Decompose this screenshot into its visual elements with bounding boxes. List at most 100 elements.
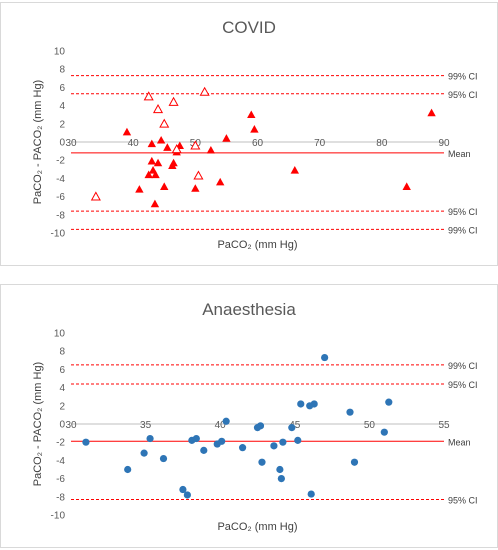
- x-tick-label: 40: [215, 420, 227, 431]
- data-point: [222, 134, 231, 142]
- data-point: [218, 437, 226, 445]
- data-point: [122, 127, 132, 136]
- data-point: [321, 353, 329, 362]
- data-point: [169, 158, 178, 167]
- data-point: [163, 143, 172, 151]
- data-point-open: [190, 140, 201, 150]
- y-tick-label: 2: [59, 119, 65, 130]
- data-point: [183, 491, 191, 499]
- x-axis-label: PaCO₂ (mm Hg): [217, 521, 297, 533]
- data-point: [216, 177, 225, 186]
- y-tick-label: 10: [54, 329, 66, 340]
- data-point: [82, 438, 90, 446]
- data-point: [206, 145, 216, 154]
- reference-line-label: 99% CI: [448, 72, 478, 82]
- data-point: [276, 465, 284, 474]
- data-point: [247, 110, 256, 119]
- x-tick-label: 45: [289, 420, 301, 431]
- data-point: [402, 182, 411, 190]
- data-point: [222, 417, 230, 425]
- data-point: [179, 485, 187, 494]
- anaesthesia-chart: Anaesthesia -10 -8 -6 -4 -2 0 2 4 6 8 10 30 35 40 45 50…: [32, 300, 478, 533]
- y-tick-label: -4: [56, 456, 65, 467]
- x-tick-label: 30: [65, 420, 77, 431]
- x-tick-label: 30: [65, 138, 77, 149]
- data-point: [346, 408, 354, 416]
- y-tick-label: -6: [56, 192, 65, 203]
- data-point-open: [168, 96, 179, 106]
- data-point: [146, 434, 154, 443]
- reference-line-label: 95% CI: [448, 90, 478, 100]
- y-tick-label: -8: [56, 492, 65, 503]
- chart-title: Anaesthesia: [202, 300, 296, 319]
- data-point: [290, 166, 299, 174]
- x-tick-label: 80: [376, 138, 388, 149]
- data-point: [135, 185, 144, 193]
- y-tick-label: 4: [59, 101, 65, 112]
- y-tick-label: 8: [59, 347, 65, 358]
- data-point-open: [90, 191, 101, 201]
- x-tick-label: 40: [128, 138, 140, 149]
- y-tick-label: -8: [56, 210, 65, 221]
- x-tick-label: 55: [438, 420, 450, 431]
- data-point-open: [143, 91, 154, 101]
- data-point-open: [193, 170, 204, 180]
- x-tick-label: 90: [438, 138, 450, 149]
- y-tick-label: -2: [56, 438, 65, 449]
- data-point-open: [199, 86, 210, 96]
- x-tick-label: 60: [252, 138, 264, 149]
- data-point: [140, 449, 148, 457]
- y-tick-label: -10: [51, 229, 66, 240]
- y-tick-label: 2: [59, 401, 65, 412]
- data-point: [256, 422, 265, 430]
- x-tick-label: 70: [314, 138, 326, 149]
- y-tick-label: 0: [59, 138, 65, 149]
- x-tick-label: 50: [364, 420, 376, 431]
- covid-chart: COVID -10-8-6-4-202468103040506070809099…: [32, 18, 478, 251]
- data-point: [297, 400, 305, 408]
- data-point: [192, 434, 200, 443]
- y-tick-label: 4: [59, 383, 65, 394]
- x-axis-label: PaCO₂ (mm Hg): [217, 239, 297, 251]
- reference-line-label: 95% CI: [448, 496, 478, 506]
- y-tick-label: -4: [56, 174, 65, 185]
- y-tick-label: -2: [56, 156, 65, 167]
- reference-line-label: 99% CI: [448, 225, 478, 235]
- data-point: [385, 398, 393, 406]
- data-point: [294, 436, 302, 444]
- y-tick-label: -6: [56, 474, 65, 485]
- data-point: [191, 184, 200, 192]
- data-point: [150, 199, 160, 208]
- data-point: [159, 454, 168, 463]
- data-point: [153, 158, 163, 167]
- anaesthesia-chart-panel: Anaesthesia -10 -8 -6 -4 -2 0 2 4 6 8 10 30 35 40 45 50…: [0, 284, 498, 548]
- reference-line-label: 95% CI: [448, 207, 478, 217]
- reference-line-label: 99% CI: [448, 361, 478, 371]
- data-point: [151, 170, 160, 179]
- data-point: [288, 424, 296, 432]
- chart-title: COVID: [222, 18, 276, 37]
- data-point-open: [171, 144, 182, 154]
- data-point: [250, 125, 259, 133]
- data-point: [258, 458, 266, 466]
- data-point: [200, 446, 208, 454]
- data-point: [380, 428, 388, 436]
- data-point: [279, 438, 287, 446]
- y-axis-label: PaCO₂ - PACO₂ (mm Hg): [32, 80, 44, 204]
- y-tick-label: 8: [59, 65, 65, 76]
- y-tick-label: 0: [59, 420, 65, 431]
- data-point-open: [159, 118, 170, 128]
- data-point-open: [152, 104, 164, 114]
- covid-chart-panel: COVID -10-8-6-4-202468103040506070809099…: [0, 2, 498, 266]
- reference-line-label: 95% CI: [448, 380, 478, 390]
- data-point: [350, 458, 359, 466]
- y-tick-label: 6: [59, 365, 65, 376]
- data-point: [147, 156, 157, 165]
- data-point: [160, 182, 169, 190]
- data-point: [144, 170, 153, 179]
- x-tick-label: 35: [140, 420, 152, 431]
- data-point: [156, 135, 166, 144]
- data-point: [147, 139, 157, 148]
- data-point: [238, 444, 247, 452]
- data-point: [124, 465, 132, 474]
